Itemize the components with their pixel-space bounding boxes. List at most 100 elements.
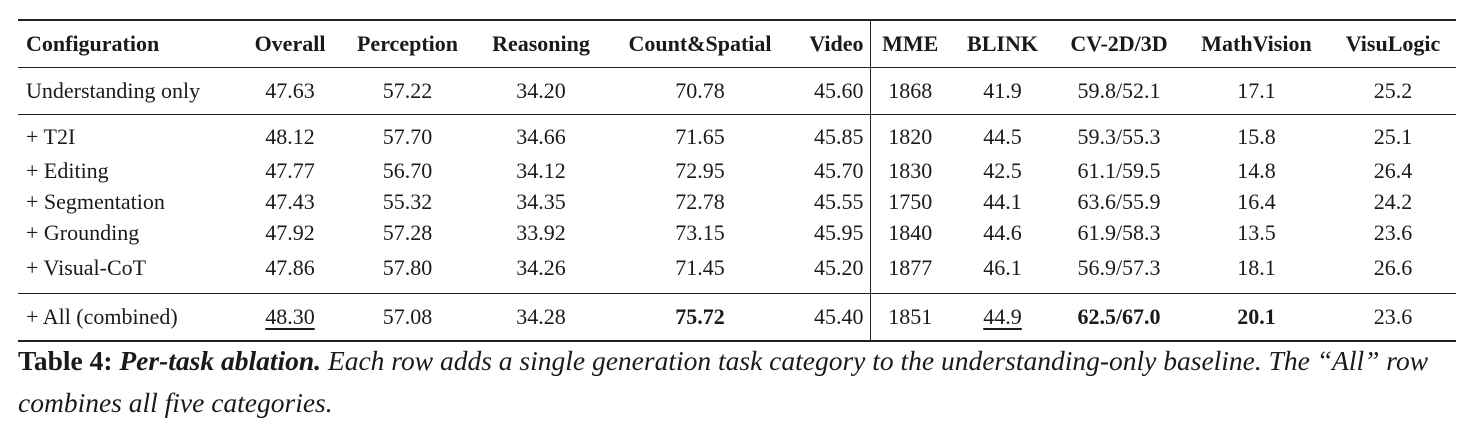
- table-cell: 34.35: [516, 188, 566, 214]
- table-cell: 14.8: [1237, 157, 1276, 183]
- table-cell: 16.4: [1237, 188, 1276, 214]
- table-cell: 59.3/55.3: [1077, 124, 1161, 149]
- header-cell: Configuration: [26, 31, 160, 56]
- header-cell: Reasoning: [492, 31, 590, 56]
- table-cell: 44.6: [983, 219, 1022, 245]
- table-cell: 18.1: [1237, 254, 1276, 280]
- table-cell: 1851: [888, 304, 933, 329]
- table-cell: 17.1: [1237, 78, 1276, 103]
- table-cell: 34.26: [516, 254, 566, 280]
- table-cell: 1868: [888, 78, 933, 103]
- table-cell: 47.86: [265, 254, 315, 280]
- table-cell: 25.2: [1373, 78, 1413, 103]
- caption-title: Per-task ablation.: [119, 345, 322, 376]
- table-cell: 34.66: [516, 124, 566, 149]
- emphasized-value: 62.5/67.0: [1077, 304, 1161, 329]
- table-cell: 72.78: [675, 188, 725, 214]
- table-cell: 15.8: [1237, 124, 1276, 149]
- table-cell: 75.72: [607, 294, 793, 342]
- caption: Table 4: Per-task ablation. Each row add…: [18, 340, 1468, 424]
- table-cell: 55.32: [382, 188, 433, 214]
- table-cell: 57.80: [382, 254, 433, 280]
- emphasized-value: 44.9: [983, 304, 1022, 329]
- table-cell: 45.95: [793, 217, 871, 248]
- table-cell: 57.28: [382, 219, 433, 245]
- table-cell: 56.9/57.3: [1077, 254, 1161, 280]
- header-cell: Overall: [254, 31, 326, 56]
- table-cell: 57.08: [382, 304, 433, 329]
- table-cell: 57.70: [382, 124, 433, 149]
- table-cell: 48.30: [240, 294, 340, 342]
- table-cell: 61.1/59.5: [1077, 157, 1161, 183]
- caption-label: Table 4:: [18, 345, 113, 376]
- table-cell: 42.5: [983, 157, 1022, 183]
- table-row: + All (combined) 48.30 57.08 34.28 75.72 45.4…: [18, 293, 1456, 342]
- table-cell: 24.2: [1373, 188, 1413, 214]
- table-cell: 26.4: [1373, 157, 1413, 183]
- table-cell: 33.92: [516, 219, 566, 245]
- table-cell: 57.22: [382, 78, 433, 103]
- table-cell: 47.43: [265, 188, 315, 214]
- table-cell: 41.9: [983, 78, 1022, 103]
- table-cell: 1877: [888, 254, 933, 280]
- table-cell: + Visual-CoT: [26, 254, 147, 280]
- table-row: + Segmentation 47.43 55.32 34.35 72.78 45.55 1…: [18, 186, 1456, 217]
- table-row: + Grounding 47.92 57.28 33.92 73.15 45.95 1840…: [18, 217, 1456, 248]
- table-body: Understanding only 47.63 57.22 34.20 70.78 45…: [18, 67, 1456, 342]
- table-cell: 45.70: [793, 155, 871, 186]
- table-cell: 23.6: [1373, 304, 1413, 329]
- table-cell: 47.63: [265, 78, 315, 103]
- caption-text: Each row adds a single generation task c…: [18, 345, 1429, 418]
- table-cell: 48.12: [265, 124, 315, 149]
- table-cell: 13.5: [1237, 219, 1276, 245]
- table-cell: 63.6/55.9: [1077, 188, 1161, 214]
- table-cell: 1830: [888, 157, 933, 183]
- table-row: + Visual-CoT 47.86 57.80 34.26 71.45 45.20 187…: [18, 248, 1456, 294]
- table-cell: 56.70: [382, 157, 433, 183]
- table-cell: 45.20: [793, 248, 871, 294]
- table-cell: 45.40: [793, 293, 871, 341]
- table-head: Configuration Overall Perception Reasoning C…: [18, 20, 1456, 68]
- header-cell: CV-2D/3D: [1070, 31, 1168, 56]
- table-cell: 1840: [888, 219, 933, 245]
- table-cell: 34.20: [516, 78, 566, 103]
- table-row: + Editing 47.77 56.70 34.12 72.95 45.70 1830 42…: [18, 155, 1456, 186]
- header-cell: Video: [793, 20, 871, 68]
- header-cell: MME: [882, 31, 939, 56]
- ablation-table: Configuration Overall Perception Reasoning C…: [18, 19, 1456, 342]
- header-cell: MathVision: [1201, 31, 1312, 56]
- table-cell: 26.6: [1373, 254, 1413, 280]
- table-row: Understanding only 47.63 57.22 34.20 70.78 45…: [18, 67, 1456, 115]
- table-cell: 45.85: [793, 114, 871, 155]
- table-cell: 59.8/52.1: [1077, 78, 1161, 103]
- table-cell: + T2I: [26, 124, 76, 149]
- table-cell: 1750: [888, 188, 933, 214]
- table-cell: 73.15: [675, 219, 725, 245]
- header-cell: VisuLogic: [1345, 31, 1441, 56]
- table-row: + T2I 48.12 57.70 34.66 71.65 45.85 1820 44.5 59…: [18, 114, 1456, 155]
- header-cell: Count&Spatial: [628, 31, 772, 56]
- table-cell: 71.65: [675, 124, 725, 149]
- table-cell: 47.77: [265, 157, 315, 183]
- table-cell: + Segmentation: [26, 188, 165, 214]
- table-cell: 20.1: [1183, 294, 1330, 342]
- table-cell: 71.45: [675, 254, 725, 280]
- table-cell: 44.9: [950, 294, 1055, 342]
- table-cell: 34.12: [516, 157, 566, 183]
- table-cell: 45.55: [793, 186, 871, 217]
- table-cell: 34.28: [516, 304, 566, 329]
- table-cell: 44.5: [983, 124, 1022, 149]
- table-cell: 61.9/58.3: [1077, 219, 1161, 245]
- header-row: Configuration Overall Perception Reasoning C…: [18, 20, 1456, 68]
- emphasized-value: 20.1: [1237, 304, 1276, 329]
- table-cell: 47.92: [265, 219, 315, 245]
- table-cell: 72.95: [675, 157, 725, 183]
- table-cell: 23.6: [1373, 219, 1413, 245]
- table-cell: + Editing: [26, 157, 109, 183]
- table-cell: 25.1: [1373, 124, 1413, 149]
- table-cell: 45.60: [793, 67, 871, 115]
- table-cell: Understanding only: [26, 78, 201, 103]
- emphasized-value: 75.72: [675, 304, 725, 329]
- table-cell: 44.1: [983, 188, 1022, 214]
